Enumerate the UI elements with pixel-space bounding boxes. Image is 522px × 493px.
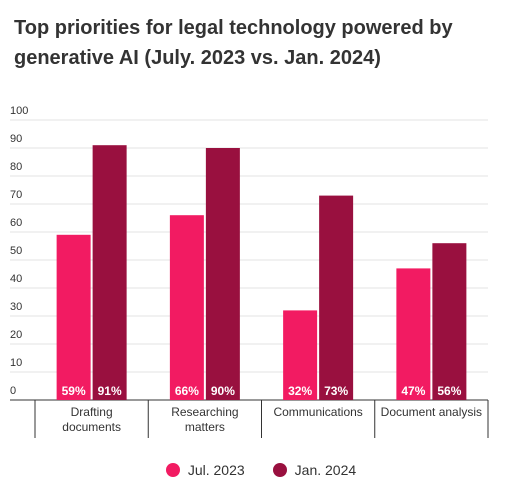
y-tick-label-50: 50	[10, 245, 22, 257]
chart-title-line-2: generative AI (July. 2023 vs. Jan. 2024)	[14, 47, 381, 69]
y-tick-label-60: 60	[10, 217, 22, 229]
y-tick-label-30: 30	[10, 301, 22, 313]
data-label-1-1: 90%	[211, 384, 235, 398]
data-label-0-3: 47%	[401, 384, 425, 398]
bar-0-0	[56, 234, 91, 400]
legend-item-jul-2023[interactable]: Jul. 2023	[165, 462, 245, 478]
bar-1-0	[92, 145, 127, 400]
y-tick-label-40: 40	[10, 273, 22, 285]
data-label-0-0: 59%	[62, 384, 86, 398]
y-tick-label-20: 20	[10, 329, 22, 341]
data-label-1-0: 91%	[98, 384, 122, 398]
y-tick-label-80: 80	[10, 161, 22, 173]
legend-label-jul-2023: Jul. 2023	[187, 462, 245, 478]
y-tick-label-100: 100	[10, 105, 28, 117]
legend-swatch-jan-2024	[272, 463, 287, 477]
x-category-label-0: Drafting documents	[62, 405, 121, 434]
y-tick-label-10: 10	[10, 357, 22, 369]
chart-title-line-1: Top priorities for legal technology powe…	[14, 17, 453, 39]
data-label-1-2: 73%	[324, 384, 348, 398]
legend-label-jan-2024: Jan. 2024	[294, 462, 357, 478]
bar-1-3	[432, 243, 467, 400]
x-category-label-line: Researching	[171, 405, 238, 419]
x-category-label-line: Document analysis	[381, 405, 482, 419]
x-category-label-line: matters	[185, 420, 225, 434]
bar-1-1	[205, 148, 240, 400]
x-category-label-line: Drafting	[71, 405, 113, 419]
bar-0-2	[283, 310, 318, 400]
x-category-label-line: Communications	[273, 405, 362, 419]
data-label-1-3: 56%	[437, 384, 461, 398]
legend-item-jan-2024[interactable]: Jan. 2024	[272, 462, 357, 478]
legend: Jul. 2023 Jan. 2024	[0, 462, 522, 478]
chart-title: Top priorities for legal technology powe…	[14, 13, 514, 73]
x-category-label-1: Researching matters	[171, 405, 238, 434]
x-category-label-2: Communications	[273, 405, 362, 419]
legend-swatch-jul-2023	[165, 463, 180, 477]
y-tick-label-70: 70	[10, 189, 22, 201]
x-category-label-line: documents	[62, 420, 121, 434]
x-category-label-3: Document analysis	[381, 405, 482, 419]
y-tick-label-90: 90	[10, 133, 22, 145]
bar-1-2	[319, 195, 354, 400]
data-label-0-2: 32%	[288, 384, 312, 398]
y-tick-label-0: 0	[10, 385, 16, 397]
data-label-0-1: 66%	[175, 384, 199, 398]
bar-0-1	[169, 215, 204, 400]
bar-0-3	[396, 268, 431, 400]
